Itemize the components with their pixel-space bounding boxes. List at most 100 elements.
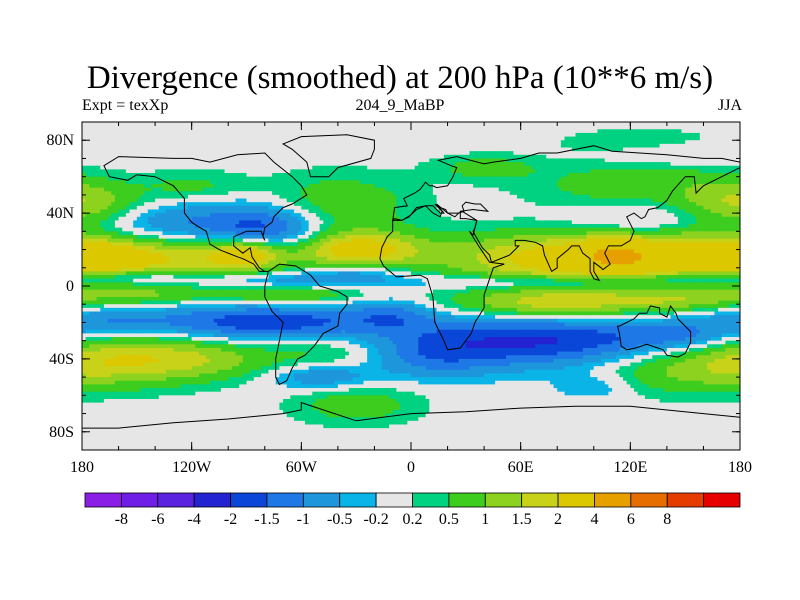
field-cell bbox=[421, 147, 427, 152]
field-cell bbox=[283, 132, 288, 138]
field-cell bbox=[89, 147, 94, 152]
field-cell bbox=[644, 183, 650, 189]
field-cell bbox=[557, 154, 562, 159]
field-cell bbox=[429, 180, 434, 185]
field-cell bbox=[180, 129, 185, 134]
field-cell bbox=[641, 180, 646, 185]
field-cell bbox=[209, 198, 215, 203]
field-cell bbox=[184, 165, 189, 170]
field-cell bbox=[111, 209, 116, 214]
field-cell bbox=[524, 162, 529, 167]
field-cell bbox=[96, 122, 101, 127]
field-cell bbox=[173, 176, 178, 181]
field-cell bbox=[703, 209, 708, 214]
field-cell bbox=[641, 194, 646, 200]
field-cell bbox=[389, 129, 394, 134]
field-cell bbox=[659, 194, 664, 200]
field-cell bbox=[553, 165, 558, 170]
field-cell bbox=[400, 143, 405, 149]
field-cell bbox=[692, 151, 697, 156]
field-cell bbox=[107, 154, 112, 159]
field-cell bbox=[103, 129, 109, 134]
field-cell bbox=[564, 191, 569, 196]
field-cell bbox=[396, 165, 401, 170]
field-cell bbox=[411, 154, 416, 159]
field-cell bbox=[180, 158, 185, 163]
left-subtitle: Expt = texXp bbox=[82, 97, 169, 114]
field-cell bbox=[246, 194, 251, 200]
field-cell bbox=[560, 132, 566, 138]
field-cell bbox=[341, 140, 346, 145]
field-cell bbox=[367, 216, 372, 221]
field-cell bbox=[703, 129, 708, 134]
field-cell bbox=[681, 183, 686, 189]
field-cell bbox=[491, 202, 496, 207]
field-cell bbox=[396, 129, 401, 134]
field-cell bbox=[447, 136, 452, 141]
field-cell bbox=[546, 220, 551, 225]
field-cell bbox=[425, 187, 430, 192]
field-cell bbox=[304, 173, 310, 178]
field-cell bbox=[235, 125, 240, 130]
field-cell bbox=[250, 187, 255, 192]
field-cell bbox=[440, 187, 445, 192]
field-cell bbox=[590, 176, 595, 181]
field-cell bbox=[188, 132, 193, 138]
field-cell bbox=[315, 213, 321, 218]
field-cell bbox=[517, 129, 522, 134]
field-cell bbox=[590, 198, 595, 203]
field-cell bbox=[279, 125, 284, 130]
field-cell bbox=[304, 202, 310, 207]
field-cell bbox=[272, 209, 277, 214]
field-cell bbox=[82, 191, 87, 196]
field-cell bbox=[641, 205, 646, 210]
field-cell bbox=[155, 194, 160, 200]
field-cell bbox=[308, 173, 313, 178]
field-cell bbox=[440, 213, 445, 218]
field-cell bbox=[560, 129, 566, 134]
field-cell bbox=[367, 180, 372, 185]
field-cell bbox=[191, 158, 196, 163]
field-cell bbox=[257, 125, 262, 130]
field-cell bbox=[546, 140, 551, 145]
field-cell bbox=[337, 176, 343, 181]
field-cell bbox=[334, 158, 339, 163]
field-cell bbox=[257, 140, 262, 145]
field-cell bbox=[191, 216, 196, 221]
field-cell bbox=[593, 151, 598, 156]
field-cell bbox=[100, 180, 105, 185]
field-cell bbox=[177, 122, 182, 127]
field-cell bbox=[714, 169, 719, 174]
field-cell bbox=[655, 122, 661, 127]
field-cell bbox=[352, 198, 357, 203]
field-cell bbox=[155, 183, 160, 189]
field-cell bbox=[257, 220, 262, 225]
field-cell bbox=[231, 183, 237, 189]
field-cell bbox=[560, 165, 566, 170]
field-cell bbox=[473, 169, 478, 174]
field-cell bbox=[188, 191, 193, 196]
field-cell bbox=[517, 169, 522, 174]
field-cell bbox=[319, 202, 324, 207]
field-cell bbox=[538, 165, 544, 170]
field-cell bbox=[118, 187, 123, 192]
field-cell bbox=[542, 162, 547, 167]
field-cell bbox=[217, 209, 222, 214]
field-cell bbox=[579, 173, 584, 178]
field-cell bbox=[396, 173, 401, 178]
field-cell bbox=[345, 122, 350, 127]
field-cell bbox=[191, 132, 196, 138]
field-cell bbox=[714, 209, 719, 214]
field-cell bbox=[714, 180, 719, 185]
field-cell bbox=[524, 129, 529, 134]
field-cell bbox=[659, 132, 664, 138]
field-cell bbox=[162, 136, 167, 141]
field-cell bbox=[400, 122, 405, 127]
field-cell bbox=[323, 147, 328, 152]
field-cell bbox=[421, 162, 427, 167]
field-cell bbox=[129, 187, 134, 192]
field-cell bbox=[367, 132, 372, 138]
field-cell bbox=[188, 216, 193, 221]
field-cell bbox=[250, 154, 255, 159]
field-cell bbox=[257, 132, 262, 138]
